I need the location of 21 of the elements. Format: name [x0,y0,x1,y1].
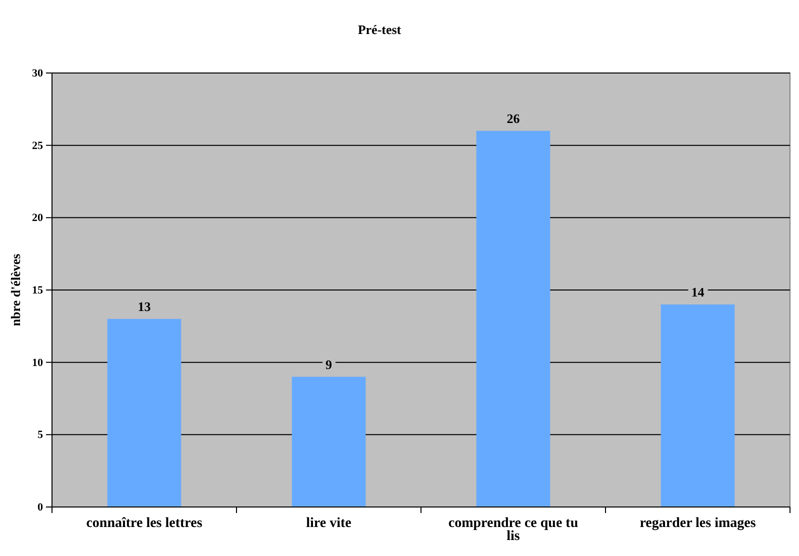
y-tick-label: 30 [32,68,44,80]
bar [476,130,550,507]
y-tick-label: 20 [32,212,44,224]
data-label: 26 [506,110,520,126]
x-tick-label: lire vite [306,516,352,531]
y-tick-label: 25 [32,140,44,152]
data-label: 13 [138,298,152,314]
y-tick-label: 5 [38,429,44,442]
x-tick-label: comprendre ce que tu lis [448,516,578,544]
data-label: 9 [326,356,332,372]
x-tick-label: regarder les images [640,516,756,531]
y-axis-title: nbre d'élèves [8,254,23,326]
x-tick-label: connaître les lettres [86,516,203,531]
data-label: 14 [691,284,705,300]
y-tick-label: 15 [32,284,44,297]
y-tick-label: 0 [38,502,44,514]
bar [292,376,366,507]
y-tick-label: 10 [32,356,44,369]
bar [107,318,182,507]
bar [660,304,735,507]
chart-title: Pré-test [358,22,402,37]
